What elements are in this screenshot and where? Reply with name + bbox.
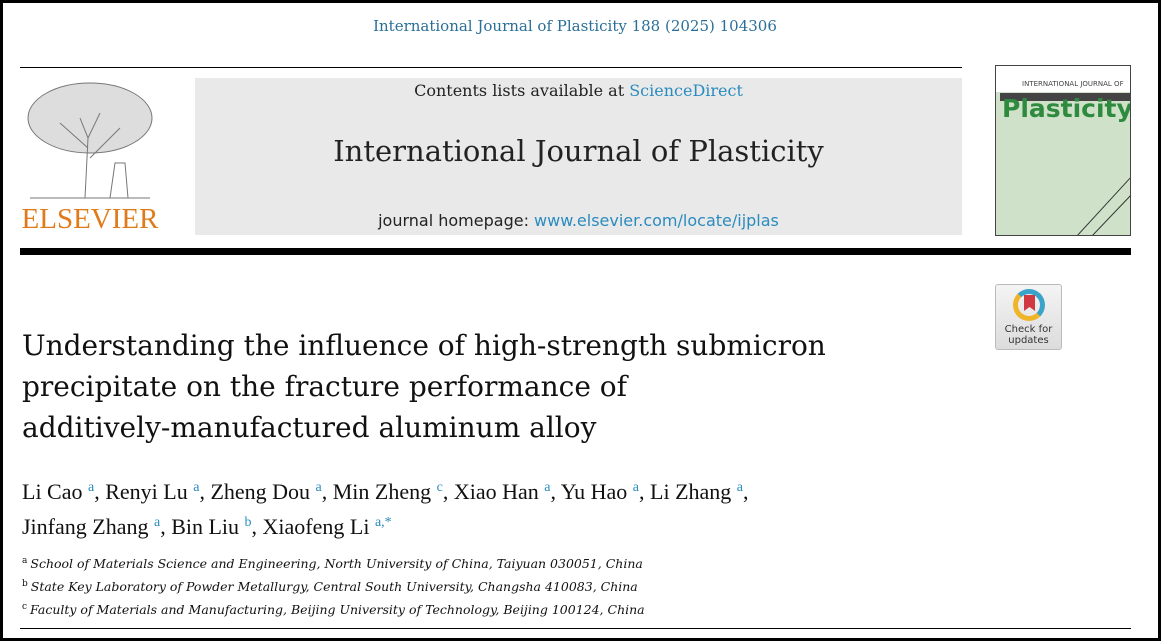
author[interactable]: Xiao Han a xyxy=(453,479,551,504)
contents-line: Contents lists available at ScienceDirec… xyxy=(195,81,962,100)
header-bar xyxy=(20,248,1131,255)
journal-name: International Journal of Plasticity xyxy=(333,134,824,168)
article-title: Understanding the influence of high-stre… xyxy=(22,325,982,448)
contents-prefix: Contents lists available at xyxy=(414,81,630,100)
author[interactable]: Li Zhang a xyxy=(650,479,743,504)
homepage-prefix: journal homepage: xyxy=(378,211,535,230)
affiliation: a School of Materials Science and Enginee… xyxy=(22,556,643,571)
author-list: Li Cao a, Renyi Lu a, Zheng Dou a, Min Z… xyxy=(22,479,749,539)
cover-title: Plasticity xyxy=(1002,94,1131,123)
divider xyxy=(20,628,1131,629)
cover-title-top: INTERNATIONAL JOURNAL OF xyxy=(1022,80,1124,88)
title-line: precipitate on the fracture performance … xyxy=(22,370,628,403)
affiliation: c Faculty of Materials and Manufacturing,… xyxy=(22,602,645,617)
check-for-updates-button[interactable]: Check for updates xyxy=(995,284,1062,350)
affiliation: b State Key Laboratory of Powder Metallur… xyxy=(22,579,638,594)
sciencedirect-link[interactable]: ScienceDirect xyxy=(629,81,743,100)
title-line: additively-manufactured aluminum alloy xyxy=(22,411,597,444)
author[interactable]: Li Cao a xyxy=(22,479,95,504)
journal-cover[interactable]: INTERNATIONAL JOURNAL OF Plasticity xyxy=(995,65,1131,236)
journal-banner: Contents lists available at ScienceDirec… xyxy=(195,78,962,235)
author[interactable]: Renyi Lu a xyxy=(105,479,200,504)
crossmark-icon xyxy=(1013,289,1045,321)
homepage-line: journal homepage: www.elsevier.com/locat… xyxy=(195,211,962,230)
author[interactable]: Bin Liu b xyxy=(171,514,252,539)
bookmark-icon xyxy=(1024,295,1035,311)
check-updates-line2: updates xyxy=(1008,335,1049,346)
elsevier-logo: ELSEVIER xyxy=(20,78,160,236)
homepage-link[interactable]: www.elsevier.com/locate/ijplas xyxy=(534,211,779,230)
author[interactable]: Min Zheng c xyxy=(332,479,443,504)
author[interactable]: Yu Hao a xyxy=(560,479,640,504)
affiliations: a School of Materials Science and Enginee… xyxy=(22,551,645,620)
check-updates-line1: Check for xyxy=(1004,324,1053,335)
divider xyxy=(20,67,962,68)
cover-decoration xyxy=(1077,177,1130,235)
author[interactable]: Jinfang Zhang a xyxy=(22,514,161,539)
tree-icon xyxy=(27,82,153,199)
author[interactable]: Zheng Dou a xyxy=(210,479,322,504)
author-corresponding[interactable]: Xiaofeng Li a,* xyxy=(262,514,392,539)
title-line: Understanding the influence of high-stre… xyxy=(22,329,826,362)
citation: International Journal of Plasticity 188 … xyxy=(373,17,777,35)
elsevier-wordmark: ELSEVIER xyxy=(21,203,159,235)
